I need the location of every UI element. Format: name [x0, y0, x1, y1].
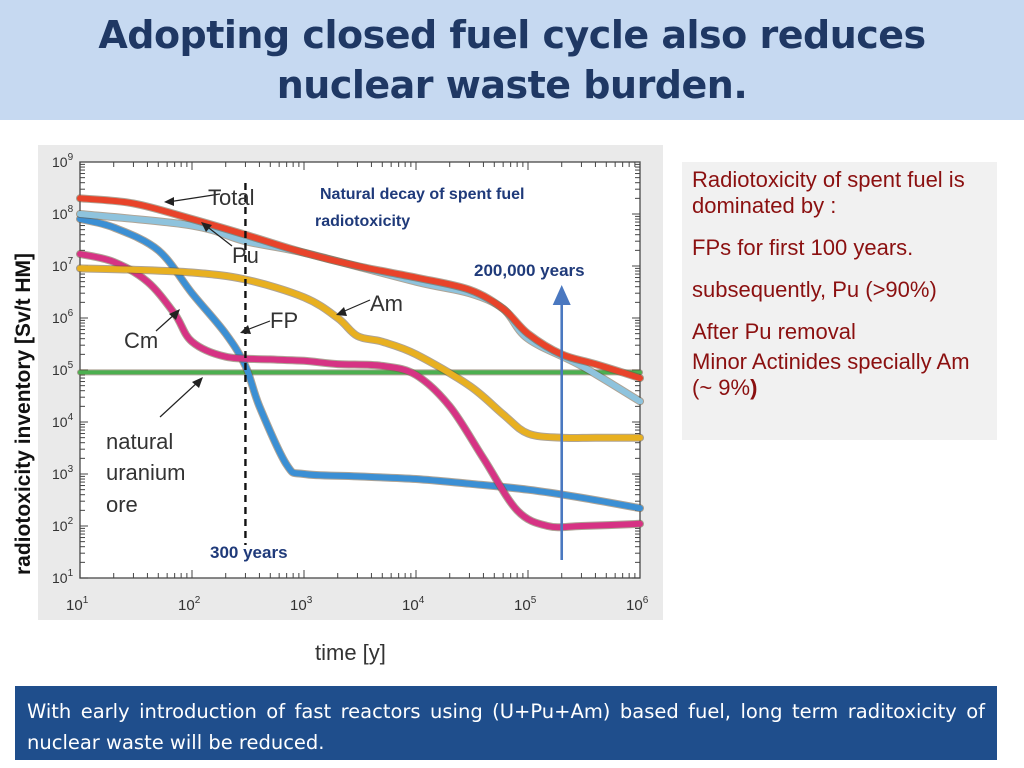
x-tick-exp: 1: [83, 595, 89, 606]
y-tick-exp: 8: [68, 204, 74, 215]
x-tick-label: 104: [402, 595, 425, 614]
total-pointer-line: [167, 193, 221, 203]
title-band: [0, 0, 1024, 120]
tick-labels: 101 102 103 104 105 1061011021031041051061071…: [52, 152, 649, 614]
y-tick-label: 101: [52, 568, 74, 586]
info-line-5-close-paren: ): [750, 375, 758, 400]
y-tick-base: 10: [52, 518, 68, 534]
am-pointer-head: [336, 307, 347, 316]
x-tick-exp: 6: [643, 595, 649, 606]
label-am: Am: [370, 291, 403, 316]
x-tick-base: 10: [514, 597, 531, 614]
y-tick-label: 103: [52, 464, 74, 482]
label-fp: FP: [270, 308, 298, 333]
fp-pointer-head: [240, 325, 251, 334]
y-tick-label: 107: [52, 256, 74, 274]
info-line-3: subsequently, Pu (>90%): [692, 277, 937, 302]
bottom-statement: With early introduction of fast reactors…: [15, 686, 997, 760]
label-pu: Pu: [232, 243, 259, 268]
label-natural: natural: [106, 429, 173, 454]
x-tick-label: 106: [626, 595, 649, 614]
label-300-years: 300 years: [210, 543, 288, 562]
label-uranium: uranium: [106, 460, 185, 485]
total-pointer-head: [164, 197, 174, 206]
x-tick-base: 10: [402, 597, 419, 614]
info-line-5: Minor Actinides specially Am (~ 9%): [692, 349, 987, 401]
x-tick-exp: 5: [531, 595, 537, 606]
x-tick-exp: 3: [307, 595, 313, 606]
y-tick-base: 10: [52, 466, 68, 482]
radiotoxicity-chart: 101 102 103 104 105 106 101 102 103 104 105 106 107 1…: [8, 145, 668, 675]
y-tick-label: 102: [52, 516, 74, 534]
label-ore: ore: [106, 492, 138, 517]
ore-pointer-line: [159, 380, 200, 418]
series-line-fp: [77, 216, 643, 512]
info-line-4: After Pu removal: [692, 319, 856, 344]
chart-svg: 101 102 103 104 105 1061011021031041051061071…: [12, 145, 663, 665]
y-tick-base: 10: [52, 206, 68, 222]
y-tick-label: 106: [52, 308, 74, 326]
series-line-am: [77, 265, 643, 441]
y-tick-exp: 4: [68, 412, 74, 423]
y-tick-label: 109: [52, 152, 74, 170]
y-tick-exp: 9: [68, 152, 74, 163]
x-tick-label: 103: [290, 595, 313, 614]
label-total: Total: [208, 185, 254, 210]
x-tick-base: 10: [626, 597, 643, 614]
x-tick-base: 10: [290, 597, 307, 614]
y-tick-exp: 6: [68, 308, 74, 319]
x-tick-base: 10: [178, 597, 195, 614]
y-tick-label: 105: [52, 360, 74, 378]
y-tick-base: 10: [52, 570, 68, 586]
y-tick-label: 104: [52, 412, 74, 430]
x-tick-base: 10: [66, 597, 83, 614]
info-line-1: Radiotoxicity of spent fuel is dominated…: [692, 167, 965, 218]
y-tick-base: 10: [52, 310, 68, 326]
info-line-2: FPs for first 100 years.: [692, 235, 914, 260]
x-tick-label: 102: [178, 595, 201, 614]
y-tick-base: 10: [52, 258, 68, 274]
label-200000-years: 200,000 years: [474, 261, 585, 280]
label-cm: Cm: [124, 328, 158, 353]
y-tick-exp: 1: [68, 568, 74, 579]
decay-title-line2: radiotoxicity: [315, 213, 410, 230]
200000-years-arrow-head: [552, 285, 571, 305]
ore-pointer-head: [192, 377, 203, 388]
y-tick-exp: 3: [68, 464, 74, 475]
y-tick-exp: 7: [68, 256, 74, 267]
x-tick-label: 101: [66, 595, 89, 614]
y-tick-base: 10: [52, 414, 68, 430]
x-tick-label: 105: [514, 595, 537, 614]
x-tick-exp: 2: [195, 595, 201, 606]
pu-pointer-line: [204, 224, 233, 247]
y-tick-exp: 5: [68, 360, 74, 371]
x-axis-label: time [y]: [315, 640, 386, 665]
y-tick-exp: 2: [68, 516, 74, 527]
info-box: Radiotoxicity of spent fuel is dominated…: [682, 162, 997, 440]
y-tick-base: 10: [52, 362, 68, 378]
slide-title: Adopting closed fuel cycle also reduces …: [98, 13, 926, 107]
y-tick-base: 10: [52, 154, 68, 170]
series-line-cm: [77, 251, 643, 531]
y-tick-label: 108: [52, 204, 74, 222]
pu-pointer-head: [201, 222, 212, 232]
info-line-5-text: Minor Actinides specially Am (~ 9%: [692, 349, 970, 400]
cm-pointer-head: [169, 309, 180, 320]
x-tick-exp: 4: [419, 595, 425, 606]
annotations: Total Pu Am FP Cm natural uranium ore Na…: [106, 183, 585, 562]
decay-title-line1: Natural decay of spent fuel: [320, 186, 525, 203]
y-axis-label: radiotoxicity inventory [Sv/t HM]: [12, 253, 35, 575]
